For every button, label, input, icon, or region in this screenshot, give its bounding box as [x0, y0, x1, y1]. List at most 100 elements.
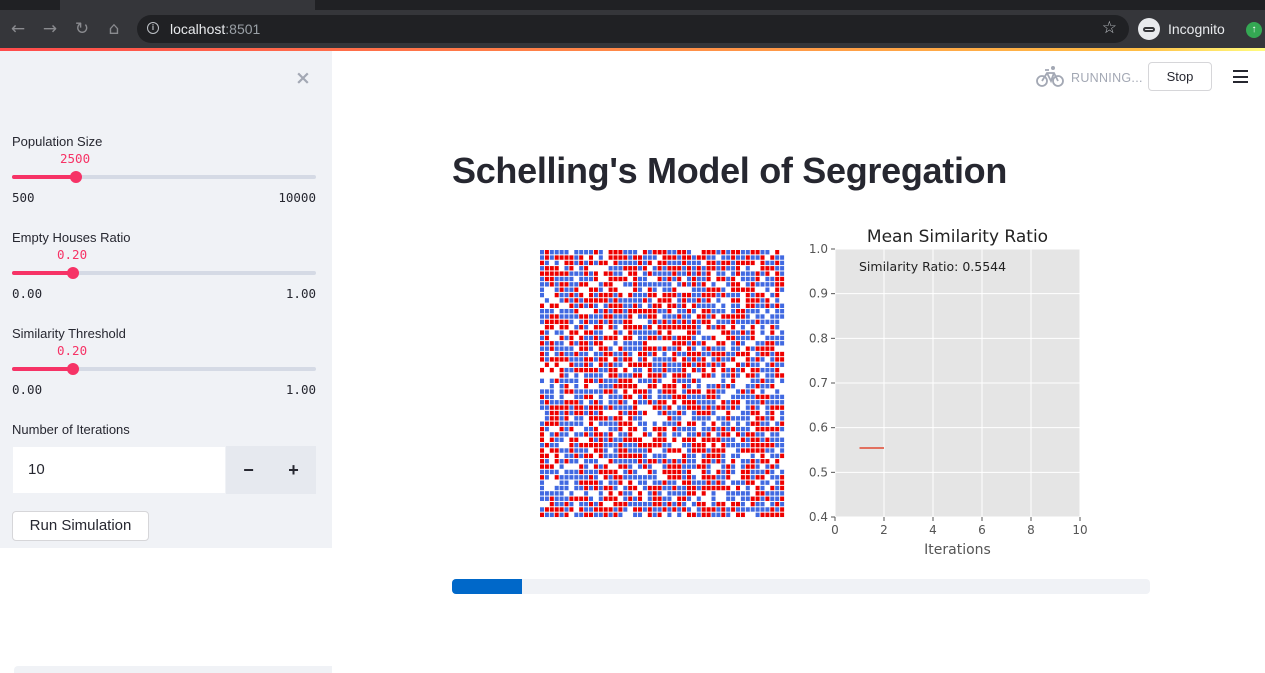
extension-icon[interactable]: ↑ — [1246, 22, 1262, 38]
grid-cell — [716, 351, 721, 357]
grid-cell — [593, 507, 598, 512]
grid-cell — [559, 271, 564, 276]
decrement-button[interactable]: − — [243, 460, 254, 480]
address-bar[interactable]: i localhost:8501 ☆ — [137, 15, 1129, 43]
grid-cell — [549, 303, 554, 308]
grid-cell — [687, 464, 692, 469]
grid-cell — [687, 346, 692, 351]
home-icon[interactable]: ⌂ — [108, 19, 120, 39]
grid-cell — [608, 400, 613, 405]
active-tab[interactable] — [60, 0, 315, 10]
grid-cell — [662, 287, 667, 292]
similarity-threshold-slider[interactable] — [12, 363, 316, 375]
grid-cell — [608, 325, 613, 330]
grid-cell — [682, 485, 687, 491]
grid-cell — [687, 260, 692, 266]
grid-cell — [579, 357, 584, 362]
grid-cell — [540, 442, 545, 448]
grid-cell — [716, 432, 721, 437]
grid-cell — [736, 491, 741, 496]
grid-cell — [677, 394, 682, 400]
iterations-input[interactable]: 10 — [12, 446, 226, 494]
grid-cell — [544, 346, 549, 351]
grid-cell — [726, 496, 731, 501]
url-text[interactable]: localhost:8501 — [170, 21, 260, 37]
grid-cell — [736, 319, 741, 325]
grid-cell — [559, 314, 564, 319]
arrow-left-icon[interactable]: ← — [10, 19, 26, 39]
close-icon[interactable]: × — [295, 67, 311, 89]
grid-cell — [672, 335, 677, 341]
run-simulation-button[interactable]: Run Simulation — [12, 511, 149, 541]
grid-cell — [603, 453, 608, 459]
grid-cell — [691, 271, 696, 276]
grid-cell — [642, 400, 647, 405]
grid-cell — [726, 485, 731, 491]
running-label: RUNNING... — [1071, 71, 1143, 85]
grid-cell — [677, 507, 682, 512]
y-tick-label: 0.8 — [809, 331, 828, 345]
grid-cell — [569, 255, 574, 260]
grid-cell — [687, 507, 692, 512]
grid-cell — [745, 357, 750, 362]
empty-houses-ratio-slider[interactable] — [12, 267, 316, 279]
grid-cell — [569, 287, 574, 292]
slider-thumb[interactable] — [67, 267, 79, 279]
grid-cell — [628, 325, 633, 330]
grid-cell — [677, 319, 682, 325]
star-icon[interactable]: ☆ — [1101, 18, 1117, 38]
grid-cell — [589, 480, 594, 485]
grid-cell — [608, 384, 613, 389]
grid-cell — [593, 314, 598, 319]
grid-cell — [740, 469, 745, 475]
grid-cell — [569, 507, 574, 512]
x-axis-label: Iterations — [924, 542, 991, 558]
population-size-slider[interactable] — [12, 171, 316, 183]
grid-cell — [775, 325, 780, 330]
grid-cell — [696, 410, 701, 416]
grid-cell — [642, 357, 647, 362]
grid-cell — [706, 303, 711, 308]
grid-cell — [579, 464, 584, 469]
grid-cell — [662, 367, 667, 373]
grid-cell — [603, 271, 608, 276]
grid-cell — [667, 362, 672, 367]
grid-cell — [579, 442, 584, 448]
reload-icon[interactable]: ↻ — [74, 19, 90, 39]
slider-thumb[interactable] — [70, 171, 82, 183]
info-icon[interactable]: i — [147, 22, 159, 34]
grid-cell — [540, 335, 545, 341]
grid-cell — [736, 416, 741, 421]
grid-cell — [589, 346, 594, 351]
grid-cell — [740, 287, 745, 292]
grid-cell — [760, 475, 765, 480]
grid-cell — [682, 250, 687, 255]
grid-cell — [613, 384, 618, 389]
grid-cell — [638, 448, 643, 453]
grid-cell — [760, 325, 765, 330]
grid-cell — [593, 325, 598, 330]
grid-cell — [721, 459, 726, 464]
grid-cell — [564, 314, 569, 319]
grid-cell — [569, 400, 574, 405]
grid-cell — [780, 453, 785, 459]
grid-cell — [642, 282, 647, 287]
increment-button[interactable]: + — [288, 460, 299, 480]
stop-button[interactable]: Stop — [1148, 62, 1212, 91]
grid-cell — [579, 421, 584, 426]
grid-cell — [667, 421, 672, 426]
grid-cell — [657, 426, 662, 432]
hamburger-menu-icon[interactable] — [1233, 70, 1248, 83]
grid-cell — [755, 448, 760, 453]
grid-cell — [691, 325, 696, 330]
grid-cell — [691, 357, 696, 362]
grid-cell — [721, 362, 726, 367]
grid-cell — [623, 341, 628, 346]
grid-cell — [579, 480, 584, 485]
grid-cell — [765, 464, 770, 469]
grid-cell — [623, 501, 628, 507]
arrow-right-icon[interactable]: → — [42, 19, 58, 39]
grid-cell — [540, 394, 545, 400]
slider-thumb[interactable] — [67, 363, 79, 375]
grid-cell — [662, 426, 667, 432]
